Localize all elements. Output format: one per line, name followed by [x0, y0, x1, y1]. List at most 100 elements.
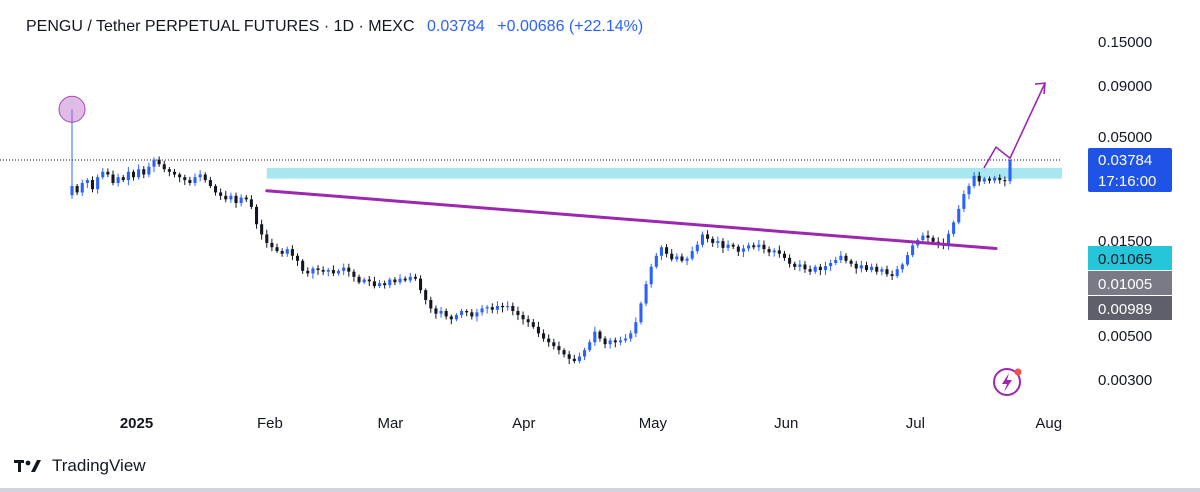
x-tick-label: May — [639, 415, 668, 432]
candle-body — [895, 269, 899, 276]
candle-body — [106, 171, 110, 175]
candle-body — [798, 264, 802, 267]
tradingview-logo-icon — [14, 460, 41, 472]
candle-body — [905, 255, 910, 265]
candle-body — [485, 307, 489, 309]
candle-body — [987, 178, 992, 181]
candle-body — [854, 263, 858, 269]
price-tag-text: 0.01005 — [1098, 276, 1152, 293]
candle-body — [178, 174, 182, 178]
candle-body — [624, 338, 628, 341]
candle-body — [301, 260, 305, 271]
candle-body — [449, 316, 453, 320]
projection-arrow[interactable] — [983, 82, 1046, 169]
candle-body — [603, 338, 607, 345]
candle-body — [572, 358, 576, 362]
candle-body — [562, 350, 566, 355]
candle-body — [639, 303, 643, 323]
candle-body — [793, 263, 797, 267]
candle-body — [977, 175, 981, 182]
candle-body — [823, 266, 828, 271]
candle-body — [741, 248, 746, 252]
candle-body — [444, 311, 448, 317]
candle-body — [654, 255, 658, 267]
candle-body — [244, 197, 248, 200]
candle-body — [542, 333, 546, 339]
price-tag[interactable] — [1088, 246, 1172, 270]
candle-body — [249, 199, 253, 207]
spike-highlight-circle[interactable] — [58, 95, 86, 123]
alert-ring — [993, 368, 1021, 396]
resistance-zone[interactable] — [266, 167, 1062, 179]
candle-body — [870, 266, 874, 271]
y-tick-label: 0.01500 — [1098, 233, 1152, 250]
candle-body — [260, 224, 264, 235]
candle-body — [413, 276, 417, 279]
candle-body — [388, 279, 392, 286]
candle-body — [460, 311, 464, 316]
price-tag[interactable] — [1088, 271, 1172, 295]
current-price-tag[interactable] — [1088, 147, 1172, 192]
candle-body — [429, 299, 433, 309]
candle-body — [219, 192, 223, 196]
candle-body — [936, 241, 940, 243]
candle-body — [839, 255, 843, 261]
candle-body — [352, 271, 356, 277]
candle-body — [577, 356, 581, 362]
candle-body — [393, 279, 397, 283]
candle-body — [665, 247, 669, 254]
candle-body — [372, 281, 376, 287]
candle-body — [721, 241, 725, 248]
price-tag[interactable] — [1088, 296, 1172, 320]
candle-body — [193, 177, 197, 183]
candle-body — [501, 305, 505, 308]
candle-body — [716, 241, 720, 243]
candle-body — [946, 233, 951, 245]
candle-body — [1008, 159, 1012, 182]
price-change: +0.00686 (+22.14%) — [497, 18, 644, 35]
candle-body — [208, 180, 212, 187]
candle-body — [931, 237, 935, 242]
candle-body — [875, 266, 879, 272]
candle-body — [911, 245, 915, 256]
candle-body — [419, 278, 423, 291]
candle-body — [777, 250, 781, 254]
last-price: 0.03784 — [426, 18, 485, 35]
candle-body — [439, 311, 443, 314]
candle-body — [336, 270, 341, 274]
alert-lightning-icon[interactable] — [993, 368, 1022, 396]
candle-body — [224, 195, 228, 200]
candle-body — [137, 169, 141, 178]
candle-body — [752, 245, 756, 248]
candle-body — [203, 174, 207, 181]
candle-body — [629, 333, 633, 339]
candle-body — [685, 258, 689, 261]
current-price-text: 0.03784 — [1098, 152, 1152, 169]
candle-body — [188, 180, 192, 183]
candle-body — [516, 311, 520, 316]
candle-body — [131, 171, 136, 178]
candle-body — [213, 186, 218, 193]
candle-body — [183, 177, 187, 181]
candle-body — [347, 267, 351, 272]
candle-body — [362, 279, 366, 283]
candle-body — [239, 197, 243, 204]
candle-body — [342, 267, 346, 271]
candle-body — [96, 177, 100, 190]
candle-body — [926, 235, 930, 238]
candle-body — [659, 247, 663, 256]
tradingview-brand[interactable]: TradingView — [14, 456, 146, 476]
candle-body — [367, 279, 371, 282]
candle-body — [547, 338, 551, 343]
candle-body — [706, 234, 710, 239]
candle-body — [618, 340, 622, 343]
chart-header: PENGU / Tether PERPETUAL FUTURES · 1D · … — [26, 18, 643, 36]
candle-body — [998, 177, 1002, 181]
candle-body — [521, 315, 525, 320]
symbol-title: PENGU / Tether PERPETUAL FUTURES · 1D · … — [26, 18, 415, 35]
arrow-head-icon — [1034, 82, 1046, 95]
candle-body — [270, 242, 274, 248]
trendline[interactable] — [265, 189, 998, 250]
